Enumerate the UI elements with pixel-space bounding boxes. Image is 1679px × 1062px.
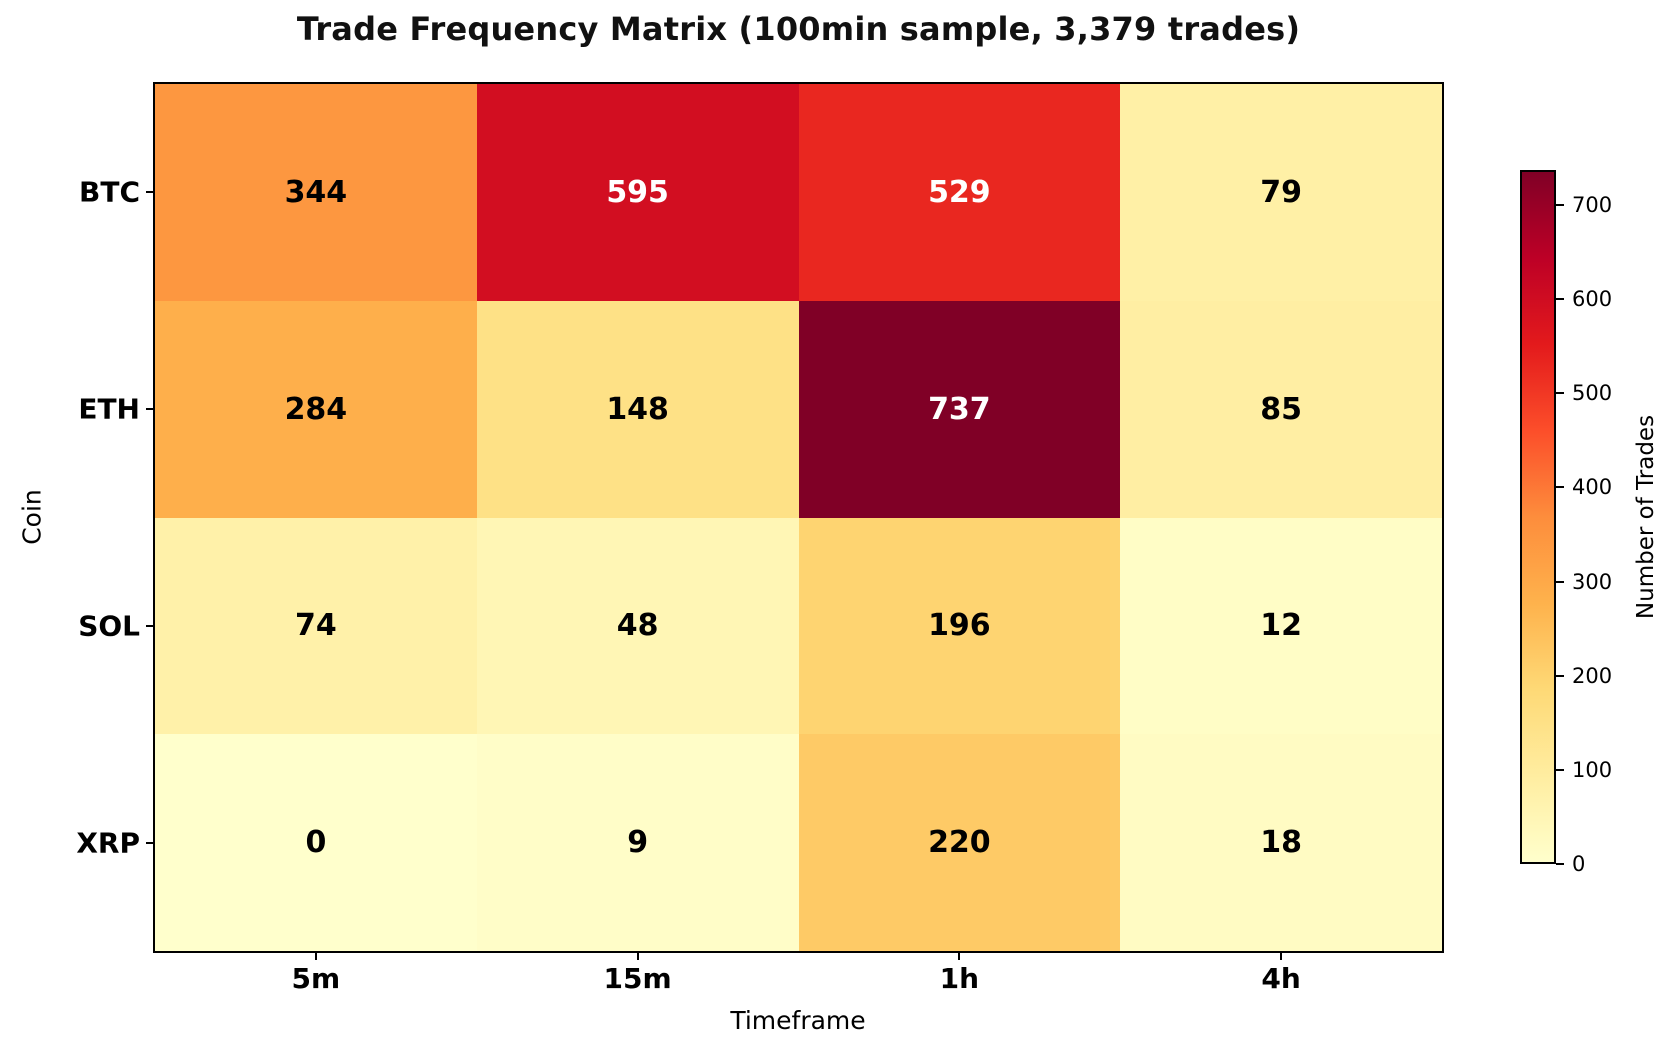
heatmap-cell-BTC-5m: 344 [155,84,477,301]
x-tick-label-1h: 1h [939,962,980,995]
heatmap-cell-BTC-1h: 529 [798,84,1121,301]
colorbar-tick-mark [1556,486,1564,489]
heatmap-cell-ETH-4h: 85 [1120,300,1442,518]
y-tick-label-SOL: SOL [78,609,140,643]
x-tick-label-5m: 5m [291,962,341,995]
heatmap-cell-XRP-4h: 18 [1120,734,1442,951]
colorbar-tick-mark [1556,392,1564,395]
heatmap-cell-XRP-5m: 0 [155,734,477,951]
colorbar-tick-mark [1556,298,1564,300]
heatmap-cell-BTC-15m: 595 [476,84,799,301]
colorbar-tick-mark [1556,674,1564,677]
heatmap-cell-XRP-1h: 220 [798,734,1121,951]
x-tick-mark [958,951,961,960]
y-axis-label: Coin [17,489,47,545]
heatmap-cell-SOL-5m: 74 [155,517,477,735]
heatmap-cell-BTC-4h: 79 [1120,84,1442,301]
heatmap-cell-SOL-4h: 12 [1120,517,1442,735]
chart-title: Trade Frequency Matrix (100min sample, 3… [296,10,1301,48]
x-tick-label-15m: 15m [603,962,672,995]
colorbar-tick-mark [1556,863,1564,865]
heatmap-cell-XRP-15m: 9 [476,734,799,951]
colorbar-tick-label-100: 100 [1572,757,1613,782]
x-tick-label-4h: 4h [1261,962,1301,995]
y-tick-label-XRP: XRP [76,826,140,860]
y-tick-mark [146,841,155,844]
heatmap-cell-ETH-5m: 284 [155,300,477,518]
y-tick-mark [146,624,155,627]
colorbar [1520,170,1556,864]
heatmap-cell-SOL-1h: 196 [798,517,1121,735]
y-tick-mark [146,191,155,194]
colorbar-tick-label-300: 300 [1572,569,1613,594]
colorbar-label: Number of Trades [1633,414,1659,620]
x-tick-mark [314,951,317,960]
x-axis-label: Timeframe [730,1006,866,1035]
x-tick-mark [636,951,639,960]
heatmap-grid: 344 595 529 79 284 148 737 85 74 48 196 12 0 9 220 18 [153,82,1444,953]
colorbar-tick-label-600: 600 [1572,287,1613,311]
heatmap-cell-SOL-15m: 48 [476,517,799,735]
colorbar-tick-mark [1556,580,1564,583]
colorbar-tick-mark [1556,203,1564,206]
colorbar-tick-label-200: 200 [1572,663,1613,688]
y-tick-mark [146,408,155,411]
y-tick-label-ETH: ETH [78,392,140,426]
colorbar-tick-label-400: 400 [1572,475,1613,500]
x-tick-mark [1280,951,1283,960]
colorbar-tick-label-0: 0 [1572,852,1586,876]
colorbar-tick-label-500: 500 [1572,381,1613,406]
colorbar-tick-label-700: 700 [1572,192,1613,217]
heatmap-cell-ETH-1h: 737 [798,300,1121,518]
heatmap-cell-ETH-15m: 148 [476,300,799,518]
colorbar-tick-mark [1556,768,1564,771]
y-tick-label-BTC: BTC [79,175,140,209]
